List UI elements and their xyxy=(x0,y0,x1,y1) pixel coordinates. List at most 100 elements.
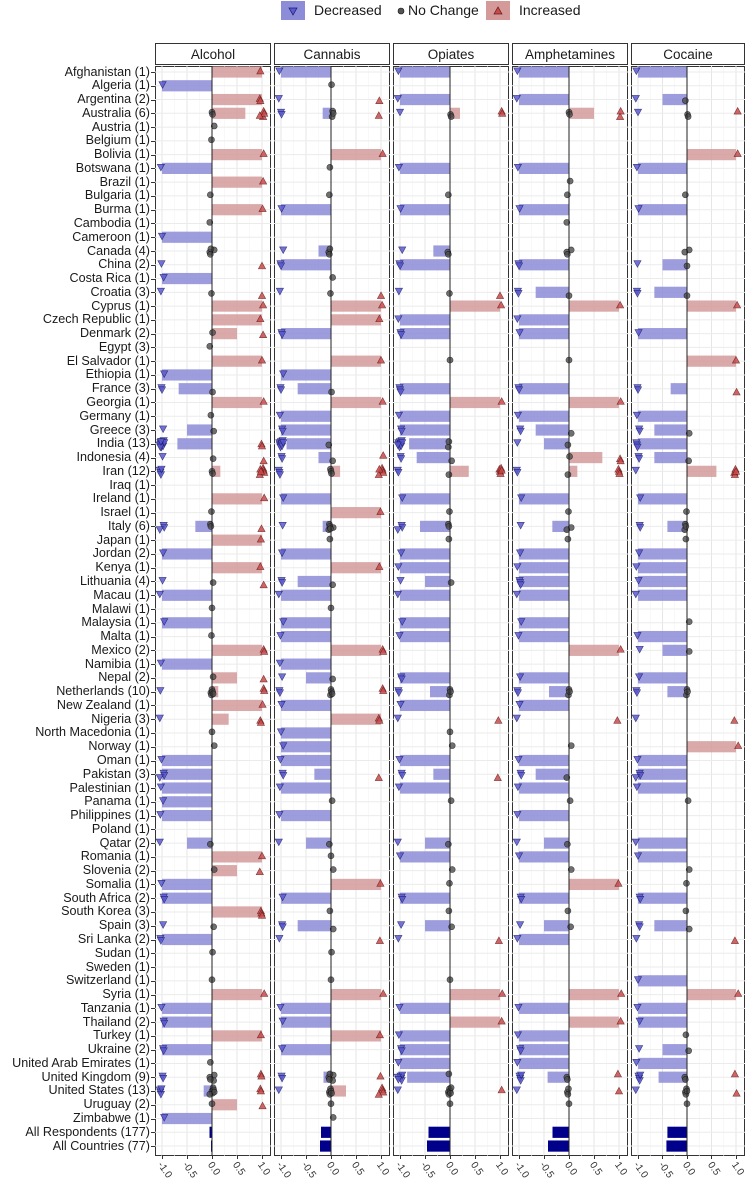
increased-point xyxy=(617,989,626,997)
no-change-point xyxy=(210,866,218,873)
row-label-zimbabwe: Zimbabwe (1) xyxy=(73,1111,150,1126)
increased-bar xyxy=(331,465,341,477)
increased-bar xyxy=(212,204,262,216)
increased-point xyxy=(258,176,268,185)
decreased-point xyxy=(157,260,166,268)
x-tick-label: -1.0 xyxy=(511,1160,531,1180)
increased-point xyxy=(257,355,267,364)
decreased-point xyxy=(635,427,644,436)
no-change-point xyxy=(447,113,455,120)
decreased-bar xyxy=(400,259,450,271)
row-label-malawi: Malawi (1) xyxy=(91,601,150,616)
decreased-point xyxy=(396,577,405,585)
increased-bar xyxy=(687,741,736,753)
decreased-bar xyxy=(544,837,569,849)
decreased-point xyxy=(398,246,407,255)
no-change-point xyxy=(210,742,218,749)
row-label-czech-republic: Czech Republic (1) xyxy=(42,312,150,327)
decreased-bar xyxy=(638,1016,687,1028)
increased-point xyxy=(614,879,623,887)
increased-point xyxy=(255,867,264,876)
decreased-bar xyxy=(658,1071,687,1083)
increased-bar xyxy=(212,865,237,877)
row-label-qatar: Qatar (2) xyxy=(99,835,150,850)
decreased-point xyxy=(515,673,525,682)
decreased-point xyxy=(513,411,523,420)
row-label-sri-lanka: Sri Lanka (2) xyxy=(77,932,150,946)
legend-key-decreased xyxy=(281,1,305,20)
y-tick xyxy=(151,1049,155,1051)
decreased-point xyxy=(396,205,405,213)
decreased-point xyxy=(398,772,407,780)
legend-key-increased xyxy=(486,1,510,20)
decreased-bar xyxy=(407,1071,450,1083)
row-label-somalia: Somalia (1) xyxy=(85,876,150,891)
row-label-palestinian: Palestinian (1) xyxy=(69,780,150,795)
x-tick-label: -0.5 xyxy=(417,1160,437,1180)
x-tick xyxy=(399,1155,401,1159)
increased-bar xyxy=(212,906,262,918)
y-tick xyxy=(151,264,155,266)
decreased-bar xyxy=(400,754,450,767)
row-label-bolivia: Bolivia (1) xyxy=(94,147,150,162)
increased-point xyxy=(374,111,383,119)
decreased-point xyxy=(157,386,167,395)
y-tick xyxy=(151,182,155,184)
x-tick-label: 0.0 xyxy=(323,1160,341,1178)
y-tick xyxy=(151,1077,155,1079)
no-change-point xyxy=(210,122,218,130)
increased-point xyxy=(615,469,624,477)
decreased-point xyxy=(277,549,287,558)
decreased-point xyxy=(632,411,642,420)
decreased-bar xyxy=(400,204,450,216)
decreased-point xyxy=(516,522,525,530)
decreased-bar xyxy=(400,589,450,601)
no-change-point xyxy=(208,508,215,515)
decreased-point xyxy=(513,935,522,943)
decreased-bar xyxy=(400,630,450,643)
increased-bar xyxy=(212,1030,262,1042)
increased-bar xyxy=(331,988,381,1001)
decreased-point xyxy=(633,976,643,984)
increased-bar xyxy=(687,465,717,477)
increased-bar xyxy=(450,107,460,119)
x-tick xyxy=(380,1155,382,1159)
decreased-bar xyxy=(162,369,212,381)
decreased-point xyxy=(633,290,642,298)
increased-point xyxy=(734,741,743,749)
decreased-point xyxy=(636,1071,645,1080)
decreased-bar xyxy=(519,259,569,271)
increased-bar xyxy=(212,300,262,312)
decreased-bar xyxy=(281,493,331,505)
no-change-point xyxy=(682,907,690,915)
x-tick-label: -1.0 xyxy=(630,1160,650,1180)
increased-point xyxy=(258,1101,267,1110)
y-tick xyxy=(151,953,155,955)
decreased-point xyxy=(396,331,406,339)
decreased-bar xyxy=(433,245,450,257)
no-change-point xyxy=(328,388,335,396)
decreased-bar xyxy=(400,1002,450,1014)
no-change-point xyxy=(326,163,334,171)
decreased-point xyxy=(158,425,168,434)
row-label-georgia: Georgia (1) xyxy=(86,394,150,409)
y-tick xyxy=(151,223,155,225)
decreased-bar xyxy=(549,686,569,698)
row-label-slovenia: Slovenia (2) xyxy=(82,863,150,878)
decreased-point xyxy=(158,577,167,585)
decreased-point xyxy=(633,852,643,861)
y-tick xyxy=(151,650,155,652)
decreased-bar xyxy=(314,768,331,780)
no-change-point xyxy=(328,81,335,88)
decreased-bar xyxy=(203,1085,212,1097)
increased-point xyxy=(734,989,743,997)
increased-point xyxy=(493,773,502,781)
decreased-point xyxy=(395,262,405,271)
decreased-point xyxy=(275,935,284,943)
decreased-bar xyxy=(425,920,450,932)
decreased-bar xyxy=(400,493,450,505)
decreased-point xyxy=(278,522,287,530)
decreased-point xyxy=(632,935,641,943)
no-change-point xyxy=(683,508,690,515)
y-tick xyxy=(151,1008,155,1010)
